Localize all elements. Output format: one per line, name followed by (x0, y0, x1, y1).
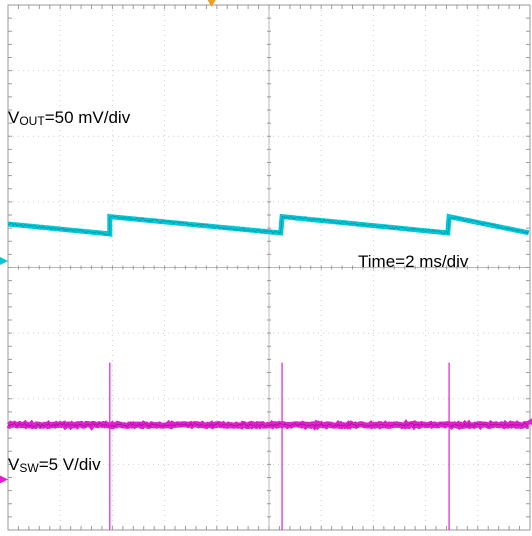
vsw-noise (7, 422, 529, 428)
vout-ground-marker (0, 256, 8, 265)
traces (6, 213, 530, 530)
time-scale-label: Time=2 ms/div (358, 252, 469, 271)
graticule (7, 4, 531, 531)
channel-markers (0, 0, 532, 484)
vout-scale-label: VOUT=50 mV/div (8, 108, 131, 128)
vsw-scale-label: VSW=5 V/div (8, 455, 101, 475)
vsw-ground-marker (0, 475, 8, 484)
vout-noise (7, 215, 529, 236)
trigger-level-marker (526, 418, 532, 426)
trigger-marker (207, 0, 216, 7)
